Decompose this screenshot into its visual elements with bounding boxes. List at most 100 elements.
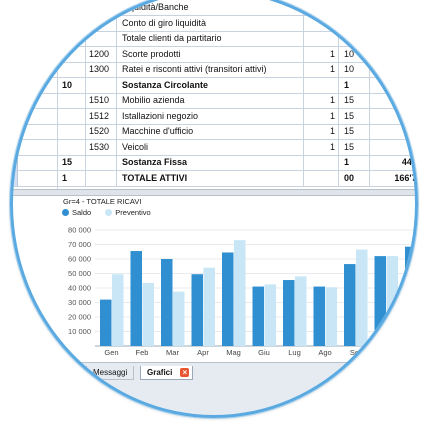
account-cell[interactable] xyxy=(87,0,117,15)
group-cell[interactable] xyxy=(60,31,86,46)
column-e-cell[interactable]: 1 xyxy=(305,124,339,139)
group-cell[interactable]: 1 xyxy=(60,170,86,186)
amount-cell[interactable] xyxy=(371,93,415,108)
table-row[interactable]: 1200 Scorte prodotti 1 10 xyxy=(13,46,415,63)
column-e-cell[interactable] xyxy=(305,0,339,15)
amount-cell[interactable]: 166'730. xyxy=(394,172,415,183)
description-cell[interactable]: Sostanza Circolante xyxy=(118,77,304,93)
account-cell[interactable] xyxy=(87,155,117,170)
tab-messaggi[interactable]: Messaggi xyxy=(86,366,135,380)
tab-grafici[interactable]: Grafici × xyxy=(140,366,194,380)
amount-cell[interactable]: 19'9 xyxy=(412,126,415,136)
row-number-cell[interactable] xyxy=(13,31,18,46)
column-f-cell[interactable]: 1 xyxy=(340,77,370,93)
close-icon[interactable]: × xyxy=(180,368,190,377)
description-cell[interactable]: Macchine d'ufficio xyxy=(118,124,304,139)
amount-cell[interactable]: 7'00 xyxy=(412,141,415,152)
account-cell[interactable]: 1510 xyxy=(87,93,117,108)
group-cell[interactable]: 10 xyxy=(60,77,86,93)
row-number-cell[interactable] xyxy=(13,77,18,93)
description-cell[interactable]: Veicoli xyxy=(118,139,304,155)
row-number-cell[interactable] xyxy=(13,62,18,77)
account-cell[interactable] xyxy=(87,170,117,186)
column-f-cell[interactable]: 10 xyxy=(340,46,370,62)
description-cell[interactable]: Mobilio azienda xyxy=(118,93,304,108)
column-f-cell[interactable] xyxy=(340,0,370,15)
table-row[interactable]: 1510 Mobilio azienda 1 15 xyxy=(13,93,415,109)
row-number-cell[interactable]: 3 xyxy=(13,108,18,124)
row-number-cell[interactable] xyxy=(13,15,18,31)
column-e-cell[interactable] xyxy=(305,77,339,93)
column-f-cell[interactable]: 15 xyxy=(340,93,370,108)
row-number-cell[interactable]: 16 xyxy=(13,155,18,170)
column-f-cell[interactable]: 15 xyxy=(340,108,370,124)
group-cell[interactable] xyxy=(60,139,86,155)
account-cell[interactable] xyxy=(87,15,117,31)
group-cell[interactable] xyxy=(60,46,86,62)
account-cell[interactable]: 1512 xyxy=(87,108,117,124)
table-row[interactable]: 151530Veicoli1157'00 xyxy=(13,139,415,156)
description-cell[interactable]: Ratei e risconti attivi (transitori atti… xyxy=(118,62,304,77)
column-e-cell[interactable]: 1 xyxy=(305,139,339,155)
column-f-cell[interactable]: 00 xyxy=(340,170,370,186)
account-cell[interactable]: 1200 xyxy=(87,46,117,62)
column-e-cell[interactable]: 1 xyxy=(305,62,339,77)
amount-cell[interactable] xyxy=(371,31,415,46)
legend-item-preventivo[interactable]: Preventivo xyxy=(105,208,151,217)
column-f-cell[interactable] xyxy=(340,15,370,31)
account-cell[interactable]: 1530 xyxy=(87,139,117,155)
description-cell[interactable]: TOTALE ATTIVI xyxy=(118,170,304,186)
column-f-cell[interactable]: 1 xyxy=(340,155,370,170)
account-cell[interactable] xyxy=(87,77,117,93)
legend-item-saldo[interactable]: Saldo xyxy=(62,208,91,217)
description-cell[interactable]: Istallazioni negozio xyxy=(118,108,304,124)
description-cell[interactable]: Totale clienti da partitario xyxy=(118,31,304,46)
row-number-cell[interactable] xyxy=(13,0,18,15)
table-row[interactable]: Liquidità/Banche xyxy=(13,0,415,16)
column-e-cell[interactable]: 1 xyxy=(305,93,339,108)
amount-cell[interactable] xyxy=(371,16,415,31)
description-cell[interactable]: Conto di giro liquidità xyxy=(118,15,304,31)
account-cell[interactable]: 1520 xyxy=(87,124,117,139)
table-row[interactable]: Totale clienti da partitario xyxy=(13,31,415,47)
account-cell[interactable] xyxy=(87,31,117,46)
description-cell[interactable]: Scorte prodotti xyxy=(118,46,304,62)
column-f-cell[interactable]: 10 xyxy=(340,62,370,77)
description-cell[interactable]: Sostanza Fissa xyxy=(118,155,304,170)
table-row[interactable]: Conto di giro liquidità xyxy=(13,15,415,32)
amount-cell[interactable] xyxy=(371,0,415,15)
amount-cell[interactable] xyxy=(371,47,415,62)
table-row[interactable]: 1300 Ratei e risconti attivi (transitori … xyxy=(13,62,415,78)
amount-cell[interactable]: 44'400 xyxy=(401,157,415,167)
column-e-cell[interactable]: 1 xyxy=(305,46,339,62)
pane-splitter[interactable] xyxy=(13,189,415,196)
row-number-cell[interactable]: 15 xyxy=(13,139,18,155)
group-cell[interactable] xyxy=(60,15,86,31)
row-number-cell[interactable] xyxy=(13,46,18,62)
column-e-cell[interactable]: 1 xyxy=(305,108,339,124)
row-number-cell[interactable]: 17 xyxy=(13,170,18,186)
column-e-cell[interactable] xyxy=(305,15,339,31)
column-f-cell[interactable]: 15 xyxy=(340,124,370,139)
group-cell[interactable] xyxy=(60,0,86,15)
amount-cell[interactable]: 9 xyxy=(371,109,415,124)
row-number-cell[interactable] xyxy=(13,93,18,108)
group-cell[interactable] xyxy=(60,124,86,139)
amount-cell[interactable] xyxy=(371,78,415,93)
amount-cell[interactable] xyxy=(371,62,415,77)
account-cell[interactable]: 1300 xyxy=(87,62,117,77)
group-cell[interactable]: 15 xyxy=(60,155,86,170)
column-f-cell[interactable] xyxy=(340,31,370,46)
table-row[interactable]: 10 Sostanza Circolante 1 xyxy=(13,77,415,94)
description-cell[interactable]: Liquidità/Banche xyxy=(118,0,304,15)
group-cell[interactable] xyxy=(60,93,86,108)
column-e-cell[interactable] xyxy=(305,31,339,46)
table-row[interactable]: 16 15 Sostanza Fissa 1 44'400 xyxy=(13,155,415,171)
table-row[interactable]: 17 1 TOTALE ATTIVI 00 166'730. xyxy=(13,170,415,187)
column-e-cell[interactable] xyxy=(305,155,339,170)
column-f-cell[interactable]: 15 xyxy=(340,139,370,155)
group-cell[interactable] xyxy=(60,62,86,77)
row-number-cell[interactable]: 14 xyxy=(13,124,18,139)
